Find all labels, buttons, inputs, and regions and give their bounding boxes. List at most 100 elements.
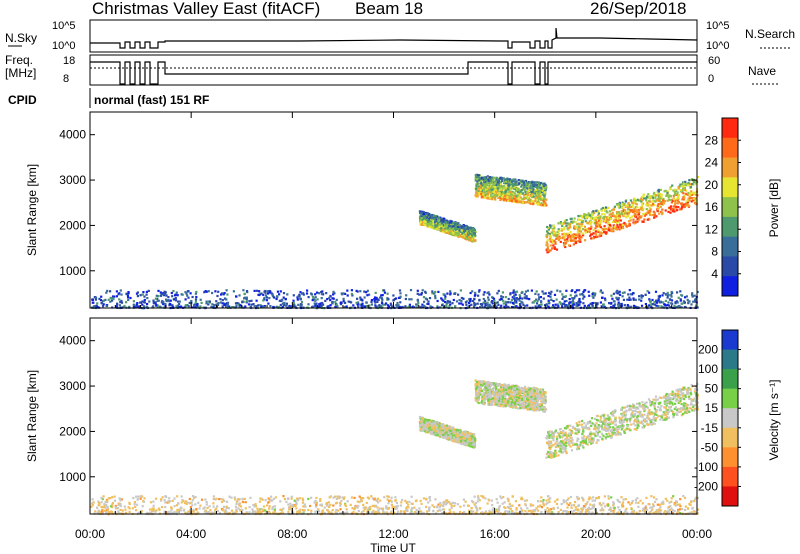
data-cell [688,193,691,197]
data-cell [562,228,566,231]
data-cell [540,202,543,205]
data-cell [670,497,673,500]
data-cell [267,497,270,500]
data-cell [539,296,542,299]
data-cell [449,290,452,293]
data-cell [380,302,384,305]
data-cell [599,301,602,304]
data-cell [493,195,496,198]
data-cell [538,296,541,299]
data-cell [497,180,500,183]
data-cell [594,218,597,221]
data-cell [638,218,641,221]
data-cell [447,221,450,224]
data-cell [237,498,240,501]
data-cell [432,214,436,217]
data-cell [288,304,291,308]
data-cell [486,176,489,179]
data-cell [336,495,339,498]
data-cell [513,295,516,298]
data-cell [431,504,434,507]
data-cell [632,292,635,295]
data-cell [289,305,292,308]
data-cell [436,224,439,227]
data-cell [469,237,472,240]
data-cell [557,305,560,308]
data-cell [591,292,594,296]
data-cell [318,303,321,306]
data-cell [476,500,479,503]
data-cell [223,292,226,295]
data-cell [394,505,397,508]
data-cell [257,304,260,307]
data-cell [606,211,609,214]
data-cell [479,180,482,183]
data-cell [300,300,304,304]
data-cell [529,188,532,191]
data-cell [422,213,425,216]
data-cell [611,297,614,300]
data-cell [462,236,465,239]
data-cell [481,177,484,180]
data-cell [498,187,501,190]
data-cell [567,304,570,307]
data-cell [505,183,508,186]
data-cell [363,296,366,299]
data-cell [693,197,696,200]
data-cell [674,199,677,202]
data-cell [182,509,186,512]
data-cell [509,196,513,199]
data-cell [386,498,389,501]
data-cell [637,213,640,216]
data-cell [588,508,591,511]
nsky-tick-high: 10^5 [52,20,76,32]
data-cell [478,289,481,292]
data-cell [449,292,452,295]
data-cell [452,501,455,504]
data-cell [519,196,522,199]
data-cell [96,511,99,514]
data-cell [571,235,574,238]
data-cell [693,294,696,297]
data-cell [579,223,582,226]
data-cell [443,224,447,228]
data-cell [245,298,248,301]
data-cell [493,299,496,303]
data-cell [507,301,510,304]
data-cell [622,227,625,230]
data-cell [362,497,365,500]
data-cell [696,496,699,500]
data-cell [357,504,360,507]
data-cell [90,505,93,508]
data-cell [602,502,605,505]
data-cell [154,302,157,305]
data-cell [570,506,573,509]
data-cell [481,189,484,192]
data-cell [616,211,619,214]
data-cell [503,512,506,515]
data-cell [482,293,485,296]
data-cell [537,193,541,196]
data-cell [133,305,136,308]
data-cell [424,221,427,224]
data-cell [516,194,519,197]
data-cell [513,301,517,304]
data-cell [487,187,491,190]
data-cell [115,305,118,308]
data-cell [611,209,614,212]
data-cell [509,293,512,296]
data-cell [437,290,440,293]
data-cell [105,304,108,308]
data-cell [450,225,453,228]
data-cell [590,233,593,236]
data-cell [635,220,638,223]
data-cell [489,196,492,200]
data-cell [679,505,682,508]
data-cell [124,508,127,511]
data-cell [405,294,408,297]
data-cell [549,226,552,229]
data-cell [189,508,192,512]
data-cell [332,290,335,293]
data-cell [503,179,506,182]
data-cell [601,296,604,299]
